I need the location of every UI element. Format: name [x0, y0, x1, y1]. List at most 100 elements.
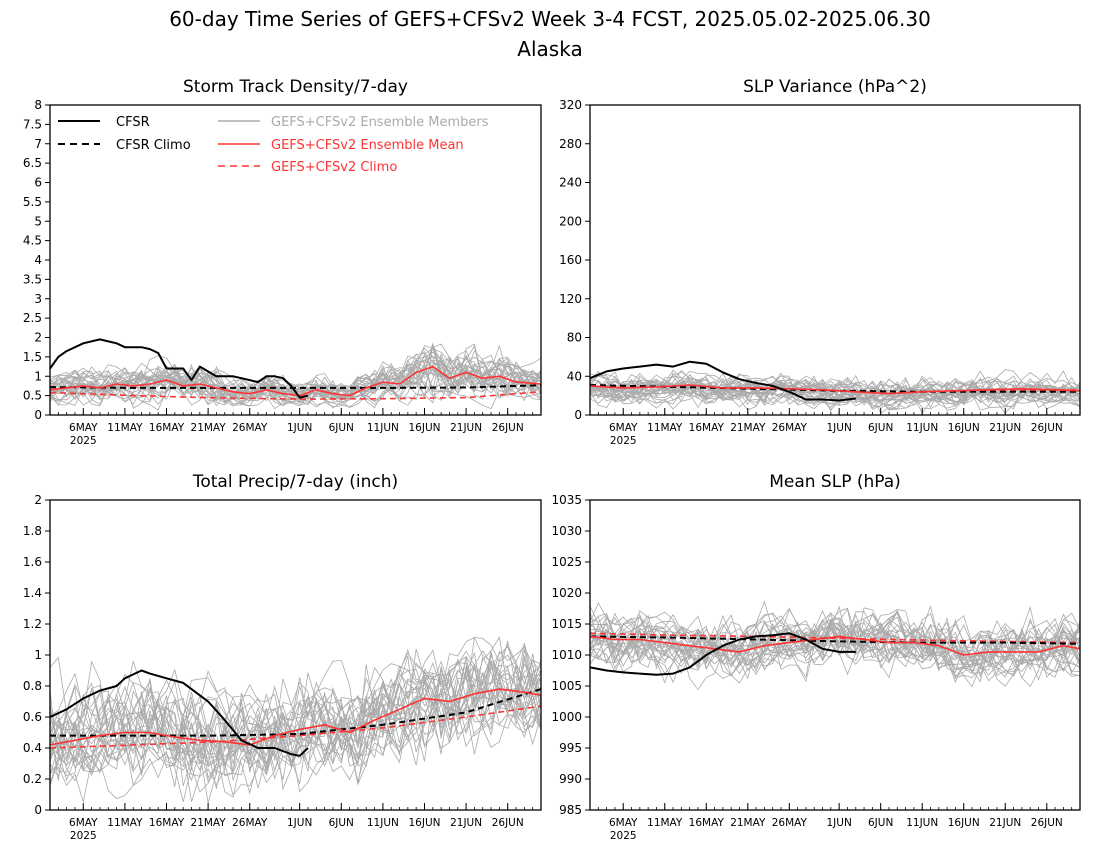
- x-tick-label: 11MAY: [647, 817, 683, 829]
- x-tick-label: 6JUN: [329, 422, 354, 434]
- ensemble-member-line: [589, 375, 1081, 409]
- x-tick-label: 26MAY: [772, 422, 808, 434]
- y-tick-label: 280: [559, 137, 582, 151]
- legend-label-climo: GEFS+CFSv2 Climo: [271, 160, 397, 175]
- y-tick-label: 4: [34, 253, 42, 267]
- x-tick-label: 21JUN: [450, 422, 482, 434]
- ensemble-member-line: [49, 655, 542, 786]
- ensemble-member-line: [589, 378, 1081, 402]
- y-tick-label: 1010: [551, 648, 582, 662]
- x-year-label: 2025: [610, 830, 637, 842]
- y-tick-label: 0: [34, 803, 42, 817]
- x-tick-label: 16JUN: [948, 422, 980, 434]
- y-tick-label: 0.5: [23, 389, 42, 403]
- ensemble-member-line: [49, 648, 542, 803]
- y-tick-label: 1.2: [23, 617, 42, 631]
- y-tick-label: 320: [559, 98, 582, 112]
- x-tick-label: 6MAY: [609, 422, 638, 434]
- ensemble-member-line: [589, 369, 1081, 402]
- ensemble-member-line: [49, 658, 542, 777]
- ensemble-member-line: [49, 640, 542, 775]
- x-tick-label: 26JUN: [1031, 422, 1063, 434]
- y-tick-label: 1.4: [23, 586, 42, 600]
- total-precip-plot-frame: [49, 499, 542, 811]
- ensemble-member-line: [49, 651, 542, 768]
- ensemble-member-line: [49, 369, 542, 411]
- gefs-cfsv2-climo-line: [49, 391, 542, 400]
- x-tick-label: 6MAY: [69, 422, 98, 434]
- gefs-cfsv2-climo-line: [589, 632, 1081, 644]
- ensemble-member-line: [49, 643, 542, 783]
- x-tick-label: 21MAY: [730, 817, 766, 829]
- gefs-cfsv2-ensemble-mean-line: [49, 365, 542, 397]
- gefs-cfsv2-ensemble-mean-line: [49, 688, 542, 746]
- ensemble-member-line: [589, 380, 1081, 408]
- y-tick-label: 1015: [551, 617, 582, 631]
- x-tick-label: 16MAY: [149, 422, 185, 434]
- y-tick-label: 0: [34, 408, 42, 422]
- figure-title: 60-day Time Series of GEFS+CFSv2 Week 3-…: [169, 7, 931, 31]
- y-tick-label: 1035: [551, 493, 582, 507]
- y-tick-label: 1.6: [23, 555, 42, 569]
- x-year-label: 2025: [70, 830, 97, 842]
- x-tick-label: 16JUN: [408, 422, 440, 434]
- x-tick-label: 26MAY: [232, 422, 268, 434]
- y-tick-label: 4.5: [23, 234, 42, 248]
- y-tick-label: 1020: [551, 586, 582, 600]
- total-precip-panel: Total Precip/7-day (inch)00.20.40.60.811…: [23, 472, 542, 842]
- x-tick-label: 6MAY: [609, 817, 638, 829]
- legend: CFSR CFSR Climo GEFS+CFSv2 Ensemble Memb…: [58, 115, 489, 175]
- y-tick-label: 5: [34, 214, 42, 228]
- x-tick-label: 16MAY: [689, 422, 725, 434]
- y-tick-label: 6.5: [23, 156, 42, 170]
- x-tick-label: 11JUN: [906, 817, 938, 829]
- x-tick-label: 21JUN: [989, 422, 1021, 434]
- y-tick-label: 6: [34, 176, 42, 190]
- ensemble-member-line: [589, 375, 1081, 403]
- total-precip-title: Total Precip/7-day (inch): [192, 472, 398, 492]
- y-tick-label: 1: [34, 648, 42, 662]
- y-tick-label: 985: [559, 803, 582, 817]
- y-tick-label: 3.5: [23, 272, 42, 286]
- ensemble-member-line: [589, 368, 1081, 397]
- y-tick-label: 2: [34, 493, 42, 507]
- y-tick-label: 40: [567, 369, 582, 383]
- x-tick-label: 6MAY: [69, 817, 98, 829]
- y-tick-label: 80: [567, 331, 582, 345]
- ensemble-member-line: [49, 662, 542, 793]
- x-tick-label: 11MAY: [107, 422, 143, 434]
- cfsr-climo-line: [49, 384, 542, 389]
- x-tick-label: 1JUN: [826, 817, 851, 829]
- x-year-label: 2025: [610, 435, 637, 447]
- y-tick-label: 120: [559, 292, 582, 306]
- storm-track-density-title: Storm Track Density/7-day: [183, 77, 408, 97]
- ensemble-member-line: [589, 383, 1081, 414]
- x-tick-label: 21MAY: [191, 422, 227, 434]
- y-tick-label: 0.6: [23, 710, 42, 724]
- ensemble-member-line: [589, 620, 1081, 684]
- x-tick-label: 21JUN: [450, 817, 482, 829]
- ensemble-member-line: [49, 360, 542, 409]
- x-tick-label: 1JUN: [826, 422, 851, 434]
- legend-label-mean: GEFS+CFSv2 Ensemble Mean: [271, 138, 464, 153]
- slp-variance-plot-frame: [589, 104, 1081, 416]
- x-tick-label: 11JUN: [367, 422, 399, 434]
- ensemble-member-line: [589, 607, 1081, 678]
- y-tick-label: 990: [559, 772, 582, 786]
- x-tick-label: 6JUN: [868, 817, 893, 829]
- x-tick-label: 26JUN: [1031, 817, 1063, 829]
- ensemble-member-line: [49, 653, 542, 781]
- mean-slp-panel: Mean SLP (hPa) 985 990 995 1000 1005 1010 1015 1…: [551, 472, 1081, 842]
- y-tick-label: 1: [34, 369, 42, 383]
- x-tick-label: 21MAY: [730, 422, 766, 434]
- y-tick-label: 2.5: [23, 311, 42, 325]
- x-tick-label: 1JUN: [287, 817, 312, 829]
- ensemble-member-line: [589, 628, 1081, 684]
- figure-subtitle: Alaska: [517, 37, 582, 61]
- x-tick-label: 11JUN: [906, 422, 938, 434]
- total-precip-ensemble-members: [49, 636, 542, 804]
- cfsr-line: [49, 669, 309, 757]
- y-tick-label: 0.8: [23, 679, 42, 693]
- ensemble-member-line: [589, 616, 1081, 677]
